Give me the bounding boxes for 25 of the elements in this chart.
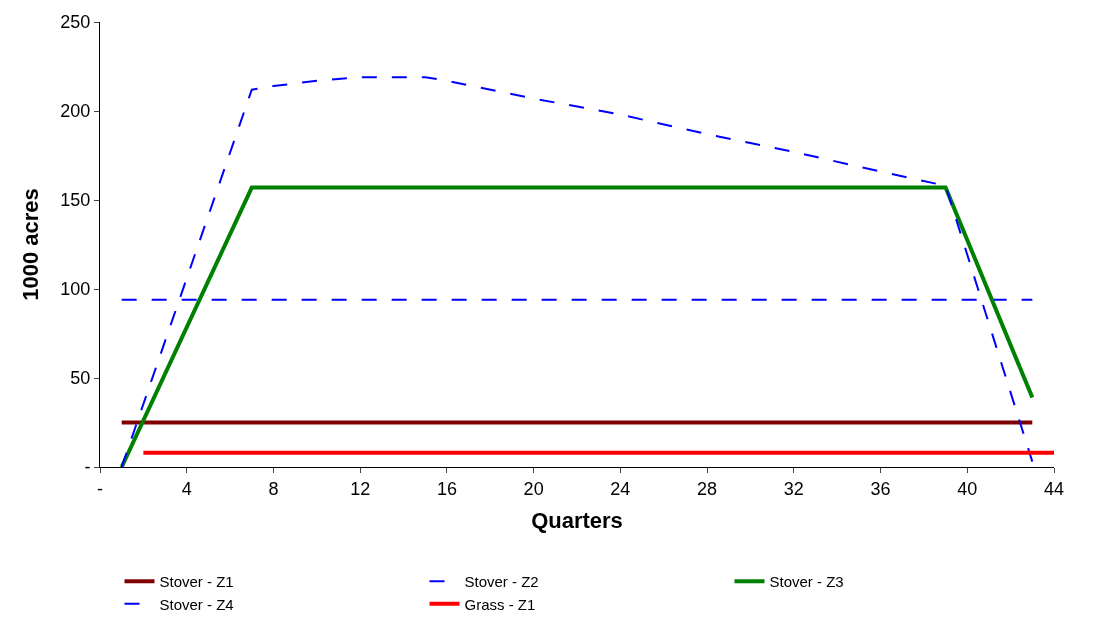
legend-label: Grass - Z1 (464, 595, 536, 613)
legend-label: Stover - Z3 (769, 573, 844, 590)
x-tick-label: 8 (268, 478, 279, 499)
y-tick-label: 50 (70, 368, 91, 389)
x-tick-label: 24 (610, 478, 631, 499)
y-tick-label: 200 (60, 101, 91, 122)
y-tick-label: 250 (60, 12, 91, 33)
x-tick-label: 4 (181, 478, 192, 499)
legend-label: Stover - Z1 (159, 573, 234, 590)
y-tick-label: - (84, 457, 91, 478)
y-tick-label: 150 (60, 190, 91, 211)
x-tick-label: 16 (436, 478, 457, 499)
x-tick-label: 28 (697, 478, 718, 499)
x-tick-label: 44 (1043, 478, 1065, 499)
y-tick-label: 100 (60, 279, 91, 300)
x-tick-label: 40 (957, 478, 978, 499)
legend-label: Stover - Z2 (464, 573, 539, 590)
legend-label: Stover - Z4 (159, 595, 234, 613)
x-axis-title: Quarters (531, 508, 623, 534)
x-tick-label: 20 (523, 478, 544, 499)
line-series (120, 76, 1034, 467)
y-axis-title: 1000 acres (18, 188, 44, 301)
x-tick-label: 12 (350, 478, 371, 499)
x-tick-label: 36 (870, 478, 891, 499)
x-tick-label: 32 (783, 478, 804, 499)
